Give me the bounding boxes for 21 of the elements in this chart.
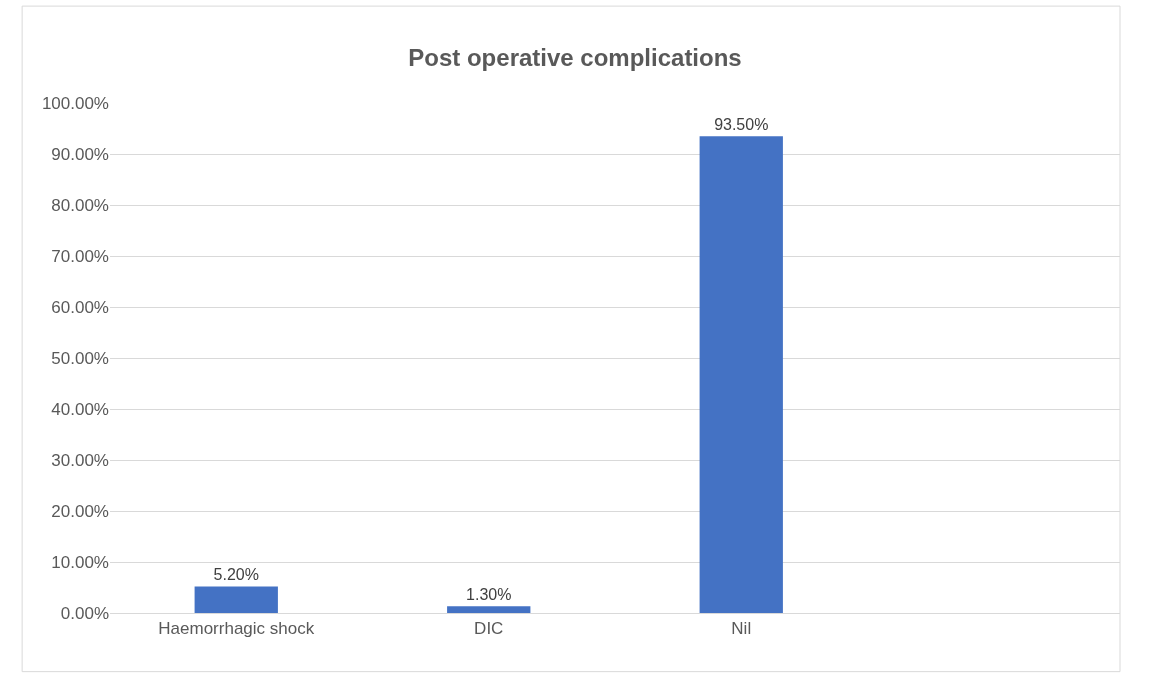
- x-tick-label: Nil: [731, 619, 752, 639]
- data-label: 93.50%: [714, 116, 769, 134]
- y-tick-label: 40.00%: [51, 399, 109, 419]
- x-tick-label: DIC: [474, 619, 504, 639]
- y-tick-label: 80.00%: [51, 195, 109, 215]
- bar: [447, 606, 531, 613]
- y-tick-label: 90.00%: [51, 144, 109, 164]
- y-tick-label: 10.00%: [51, 552, 109, 572]
- data-label: 1.30%: [466, 586, 512, 604]
- y-tick-label: 20.00%: [51, 501, 109, 521]
- y-tick-label: 0.00%: [60, 603, 109, 623]
- y-tick-label: 60.00%: [51, 297, 109, 317]
- chart-title: Post operative complications: [408, 43, 742, 71]
- y-tick-label: 30.00%: [51, 450, 109, 470]
- bar: [194, 586, 278, 613]
- y-tick-label: 100.00%: [41, 93, 109, 113]
- y-tick-label: 50.00%: [51, 348, 109, 368]
- data-label: 5.20%: [213, 566, 259, 584]
- y-tick-label: 70.00%: [51, 246, 109, 266]
- x-tick-label: Haemorrhagic shock: [158, 619, 315, 639]
- bar: [699, 136, 783, 613]
